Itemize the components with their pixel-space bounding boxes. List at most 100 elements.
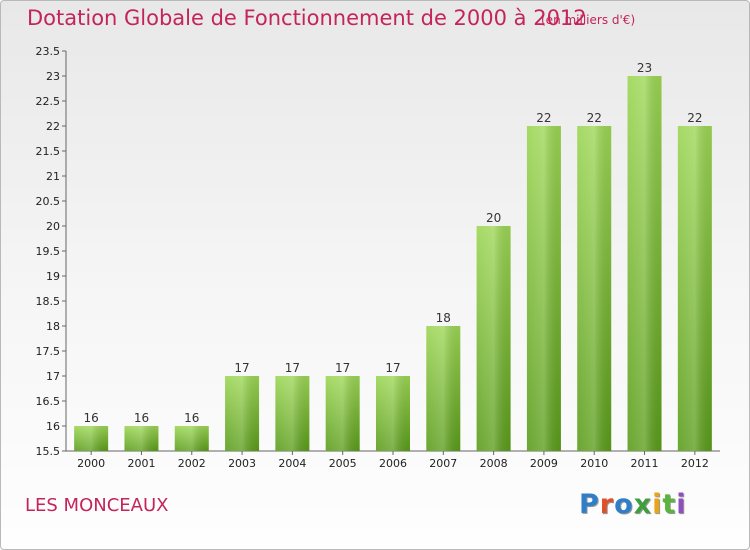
x-tick-label: 2005 [329,457,357,470]
y-tick: 23 [46,70,66,83]
y-axis: 15.5 16 16.5 17 17.5 18 18.5 19 19.5 20 20.5 21 21.5… [36,45,67,458]
bar-shine [74,426,109,451]
logo-letter: P [579,489,600,520]
chart-title: Dotation Globale de Fonctionnement de 20… [27,6,587,30]
bar-group: 22 [526,111,561,451]
x-tick: 2006 [379,451,407,470]
commune-name: LES MONCEAUX [25,495,169,516]
bar-shine [526,126,561,451]
y-tick: 23.5 [36,45,66,58]
bar-group: 16 [124,411,159,451]
bar-group: 17 [275,361,310,451]
y-tick-label: 22.5 [36,95,61,108]
x-tick: 2010 [580,451,608,470]
x-axis: 2000 2001 2002 2003 2004 2005 2006 2007 2008 2009… [66,450,720,470]
y-tick-label: 16.5 [36,395,61,408]
y-tick-label: 16 [46,420,60,433]
bar-shine [376,376,410,451]
logo-letter: r [599,489,615,520]
bar-shine [124,426,159,451]
bar-value-label: 23 [637,61,652,75]
bar-value-label: 17 [285,361,300,375]
bar-value-label: 16 [134,411,149,425]
y-tick: 21 [46,170,66,183]
proxiti-logo[interactable]: Proxiti [579,489,687,520]
y-tick-label: 17 [46,370,60,383]
bar-shine [426,326,461,451]
y-tick-label: 19 [46,270,60,283]
x-tick: 2005 [329,451,357,470]
bar-shine [275,376,310,451]
logo-letter: x [633,489,653,520]
bar-value-label: 22 [687,111,702,125]
x-tick: 2000 [77,451,105,470]
logo-letter: i [652,489,663,520]
y-tick: 18 [46,320,66,333]
x-tick-label: 2004 [278,457,306,470]
x-tick-label: 2001 [127,457,155,470]
x-tick-label: 2010 [580,457,608,470]
bar-value-label: 17 [385,361,400,375]
y-tick-label: 23 [46,70,60,83]
y-tick: 17.5 [36,345,66,358]
x-tick: 2009 [530,451,558,470]
y-tick-label: 15.5 [36,445,61,458]
y-tick-label: 22 [46,120,60,133]
y-tick: 20.5 [36,195,66,208]
x-tick: 2007 [429,451,457,470]
bar-value-label: 17 [234,361,249,375]
y-tick-label: 18 [46,320,60,333]
y-tick: 20 [46,220,66,233]
y-tick-label: 20.5 [36,195,61,208]
y-tick-label: 21.5 [36,145,61,158]
bar-group: 17 [325,361,360,451]
logo-letter: i [676,489,687,520]
x-tick-label: 2006 [379,457,407,470]
bar-group: 17 [376,361,410,451]
logo-letter: t [662,489,677,520]
y-tick-label: 17.5 [36,345,61,358]
bar-shine [325,376,360,451]
y-tick: 15.5 [36,445,66,458]
bar-shine [476,226,511,451]
bar-value-label: 18 [436,311,451,325]
bar-shine [677,126,712,451]
y-tick-label: 18.5 [36,295,61,308]
x-tick-label: 2009 [530,457,558,470]
y-tick: 22.5 [36,95,66,108]
x-tick: 2003 [228,451,256,470]
bar-group: 18 [426,311,461,451]
x-tick-label: 2000 [77,457,105,470]
x-tick-label: 2008 [480,457,508,470]
x-tick: 2008 [480,451,508,470]
bar-group: 22 [577,111,612,451]
x-tick: 2001 [127,451,155,470]
x-tick-label: 2002 [178,457,206,470]
logo-letter: o [614,489,634,520]
bar-group: 16 [74,411,109,451]
bar-value-label: 16 [84,411,99,425]
bar-shine [627,76,662,451]
x-tick: 2011 [631,451,659,470]
y-tick-label: 19.5 [36,245,61,258]
y-tick: 19.5 [36,245,66,258]
x-tick-label: 2011 [631,457,659,470]
bar-group: 20 [476,211,511,451]
y-tick: 22 [46,120,66,133]
bar-value-label: 16 [184,411,199,425]
y-tick-label: 23.5 [36,45,61,58]
bar-value-label: 22 [587,111,602,125]
x-tick: 2012 [681,451,709,470]
x-tick-label: 2007 [429,457,457,470]
y-tick-label: 20 [46,220,60,233]
y-tick: 21.5 [36,145,66,158]
bar-shine [225,376,260,451]
bar-group: 23 [627,61,662,451]
bar-value-label: 17 [335,361,350,375]
bar-group: 17 [225,361,260,451]
x-tick: 2002 [178,451,206,470]
y-tick: 16.5 [36,395,66,408]
bar-group: 22 [677,111,712,451]
y-tick: 17 [46,370,66,383]
bars-group: 16 16 16 17 17 17 17 18 20 22 22 23 22 [74,61,712,451]
